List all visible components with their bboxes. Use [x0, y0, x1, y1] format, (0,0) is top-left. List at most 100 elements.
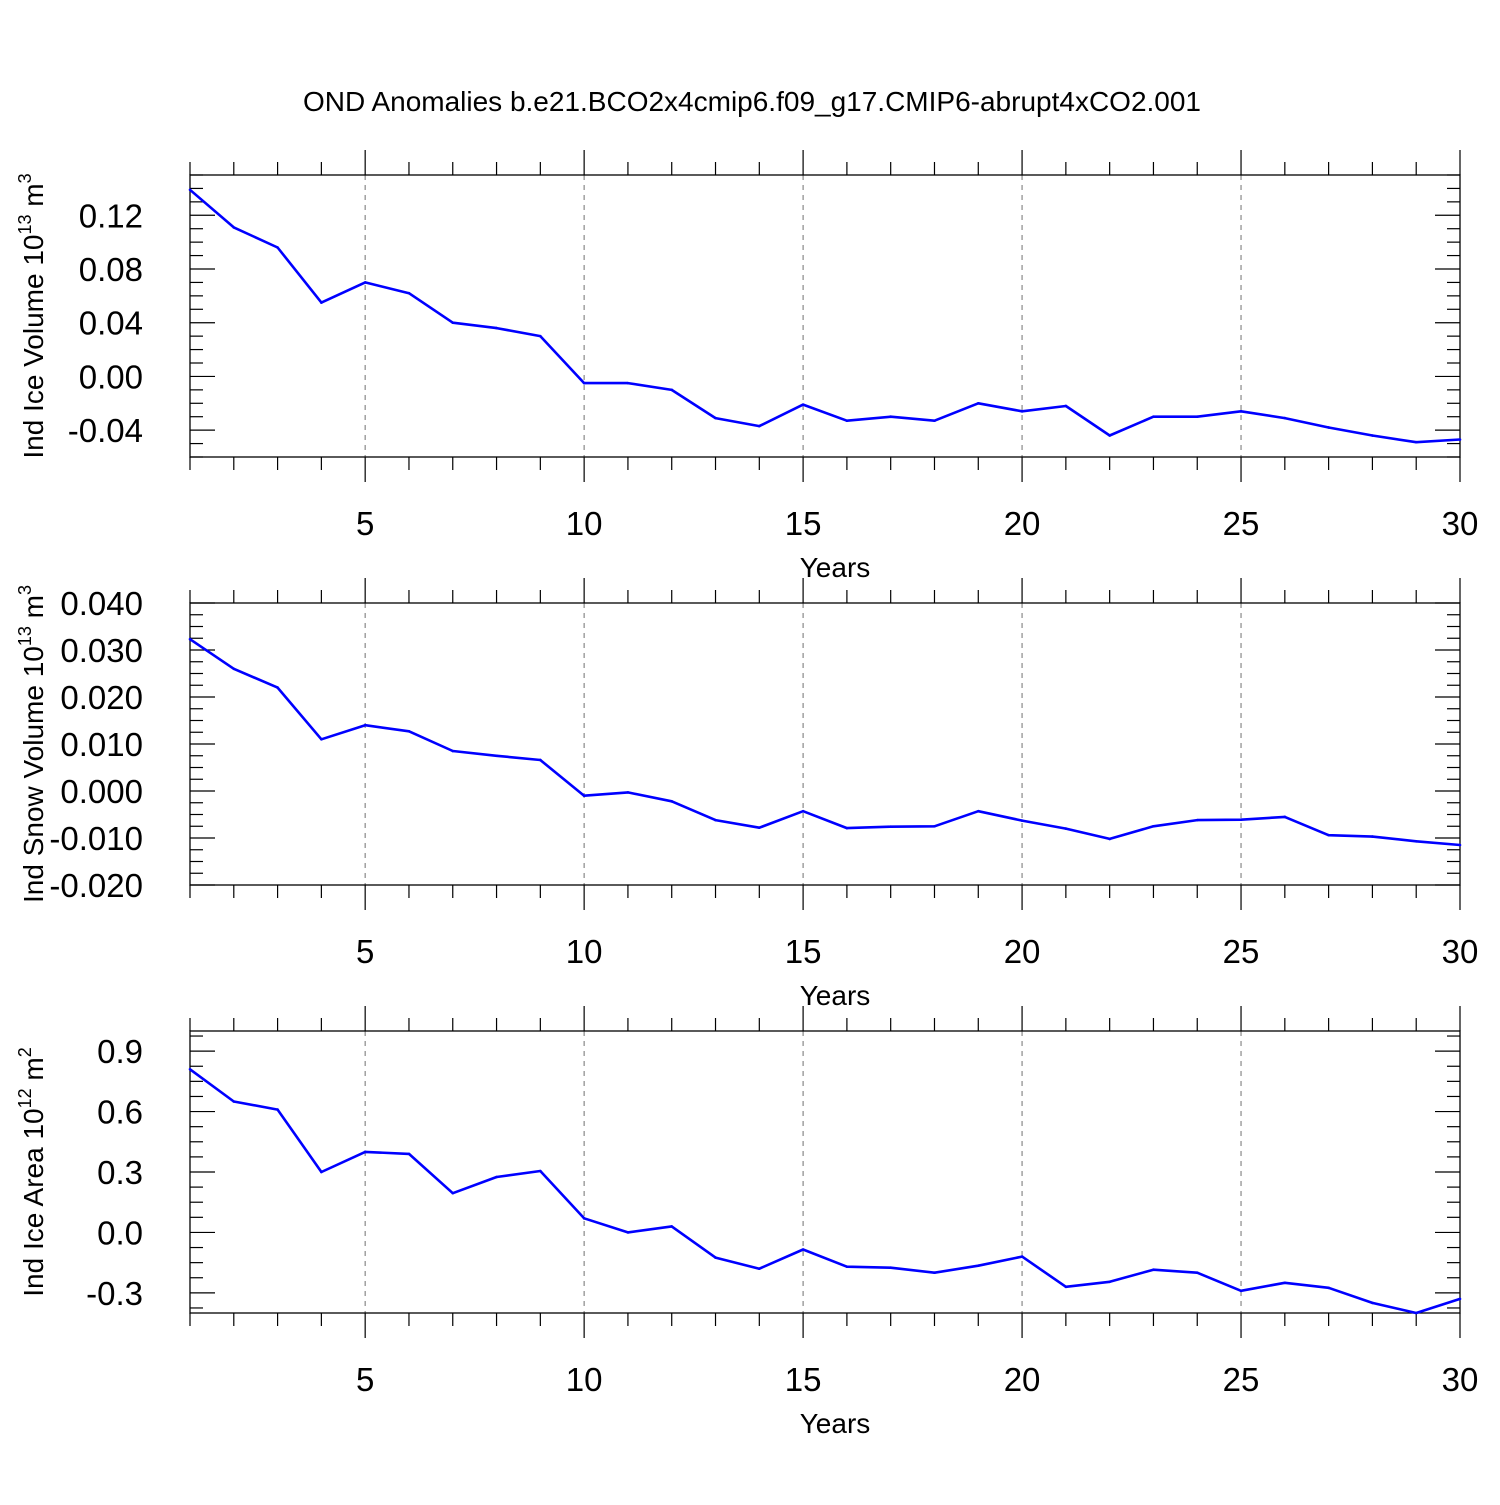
- y-axis-label: Ind Snow Volume 1013 m3: [15, 585, 49, 903]
- data-series-line: [189, 638, 1461, 847]
- data-point: [758, 826, 761, 829]
- figure-title: OND Anomalies b.e21.BCO2x4cmip6.f09_g17.…: [303, 86, 1201, 117]
- data-point: [1327, 1286, 1330, 1290]
- data-point: [1283, 1281, 1287, 1285]
- x-tick-label: 15: [785, 505, 822, 542]
- y-tick-label: 0.9: [97, 1033, 143, 1070]
- x-tick-label: 10: [566, 505, 603, 542]
- data-point: [1371, 835, 1374, 838]
- x-tick-label: 5: [356, 1361, 374, 1398]
- data-point: [1371, 434, 1374, 437]
- data-point: [1239, 410, 1243, 413]
- data-point: [626, 791, 630, 794]
- data-point: [801, 809, 805, 813]
- plot-frame: [189, 602, 1461, 886]
- data-point: [451, 321, 455, 325]
- data-point: [1064, 1285, 1068, 1289]
- x-tick-label: 10: [566, 1361, 603, 1398]
- data-point: [495, 326, 498, 330]
- y-tick-label: -0.04: [68, 412, 143, 449]
- data-point: [582, 1217, 586, 1220]
- data-point: [1414, 839, 1418, 843]
- data-point: [320, 301, 323, 304]
- data-point: [889, 415, 892, 419]
- data-series-line: [189, 1068, 1461, 1315]
- x-tick-label: 5: [356, 933, 374, 970]
- data-point: [232, 1100, 236, 1103]
- data-point: [320, 738, 323, 741]
- x-tick-label: 30: [1442, 1361, 1479, 1398]
- data-series-line: [189, 188, 1461, 444]
- data-point: [1108, 434, 1111, 437]
- data-point: [451, 749, 455, 753]
- data-point: [976, 401, 980, 405]
- y-tick-label: 0.12: [79, 197, 143, 234]
- data-point: [495, 1175, 498, 1179]
- data-point: [1239, 818, 1243, 821]
- y-tick-label: 0.020: [60, 679, 143, 716]
- data-point: [1195, 818, 1199, 822]
- data-point: [1195, 415, 1199, 419]
- y-tick-label: -0.010: [49, 820, 143, 857]
- x-tick-label: 10: [566, 933, 603, 970]
- data-point: [276, 246, 279, 249]
- y-tick-label: 0.0: [97, 1214, 143, 1251]
- data-point: [1458, 843, 1462, 847]
- data-point: [232, 226, 236, 229]
- x-tick-label: 15: [785, 933, 822, 970]
- data-point: [582, 794, 586, 797]
- y-tick-label: 0.030: [60, 632, 143, 669]
- data-point: [1283, 416, 1287, 420]
- y-tick-label: 0.3: [97, 1154, 143, 1191]
- data-point: [1152, 824, 1155, 828]
- data-point: [1283, 815, 1287, 819]
- data-point: [933, 1271, 936, 1275]
- x-axis-label: Years: [800, 552, 871, 583]
- data-point: [1327, 833, 1330, 837]
- data-point: [714, 416, 717, 420]
- plot-frame: [189, 1030, 1461, 1314]
- data-point: [495, 754, 498, 758]
- data-point: [363, 281, 367, 284]
- panel-2: 5 10 15 20 25 30 -0.020 -0.010 0.000 0.010 0.020 0.…: [15, 578, 1478, 1011]
- data-point: [670, 800, 674, 803]
- data-point: [1458, 438, 1462, 441]
- panel-3: 5 10 15 20 25 30 -0.3 0.0 0.3 0.6 0.9 Years Ind Ice …: [15, 1006, 1478, 1439]
- data-point: [670, 388, 674, 392]
- data-point: [889, 825, 892, 829]
- data-point: [1371, 1301, 1374, 1305]
- data-point: [1152, 415, 1155, 419]
- data-point: [582, 381, 586, 385]
- y-tick-label: 0.010: [60, 726, 143, 763]
- data-point: [1195, 1271, 1199, 1275]
- data-point: [758, 424, 761, 428]
- x-axis-label: Years: [800, 980, 871, 1011]
- x-tick-label: 20: [1004, 505, 1041, 542]
- data-point: [801, 1248, 805, 1251]
- data-point: [1327, 426, 1330, 429]
- data-point: [670, 1225, 674, 1228]
- data-point: [626, 1231, 630, 1234]
- data-point: [933, 419, 936, 423]
- data-point: [1414, 1311, 1418, 1315]
- y-tick-label: 0.000: [60, 773, 143, 810]
- y-tick-label: 0.08: [79, 251, 143, 288]
- x-tick-label: 25: [1223, 505, 1260, 542]
- x-tick-label: 25: [1223, 933, 1260, 970]
- data-point: [320, 1170, 323, 1174]
- data-point: [1064, 827, 1068, 830]
- data-point: [407, 730, 411, 733]
- y-tick-label: 0.04: [79, 305, 143, 342]
- y-axis-label: Ind Ice Area 1012 m2: [15, 1047, 49, 1297]
- data-point: [276, 1108, 279, 1111]
- x-tick-label: 25: [1223, 1361, 1260, 1398]
- data-point: [407, 291, 411, 295]
- data-point: [1458, 1297, 1462, 1301]
- data-point: [714, 818, 717, 822]
- data-point: [276, 686, 279, 689]
- data-point: [539, 1169, 542, 1173]
- data-point: [1020, 1255, 1024, 1258]
- y-tick-label: 0.6: [97, 1094, 143, 1131]
